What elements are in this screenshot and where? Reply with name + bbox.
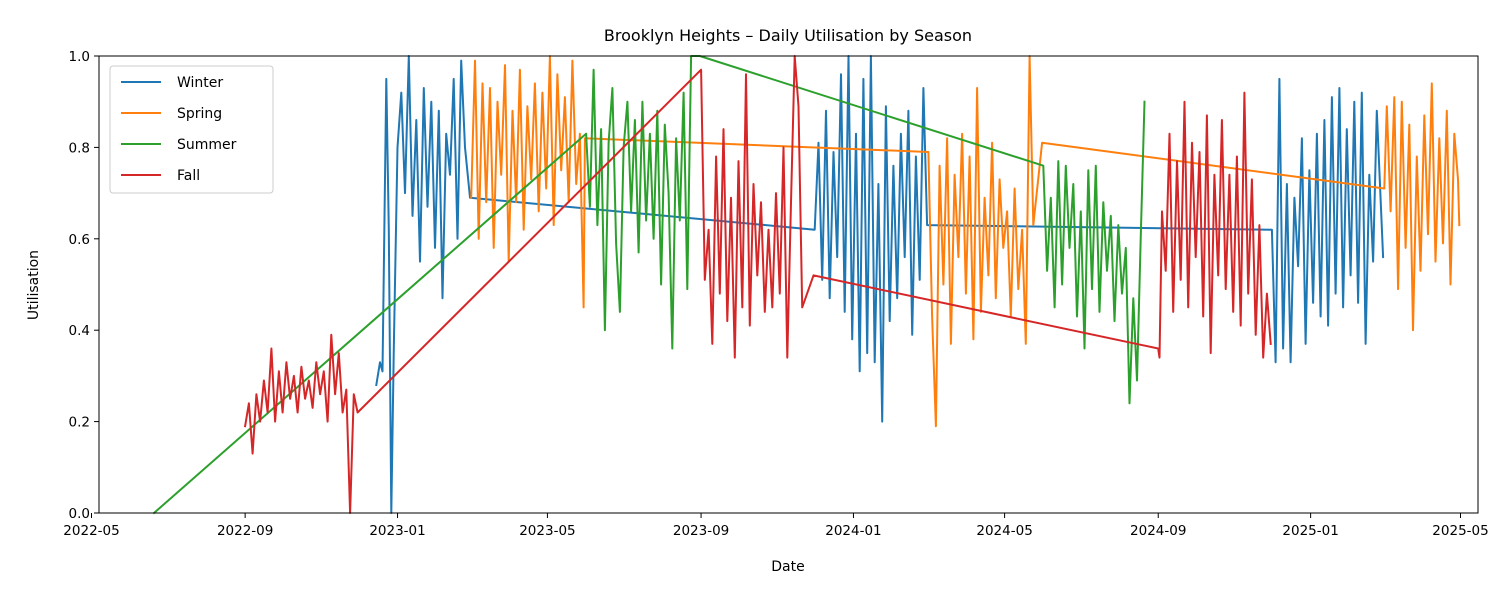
y-axis-label: Utilisation xyxy=(26,250,42,320)
legend-box xyxy=(109,65,274,194)
y-tick-label: 0.0 xyxy=(69,506,90,522)
legend-label-summer: Summer xyxy=(177,137,237,153)
legend-label-fall: Fall xyxy=(177,168,200,184)
x-tick-label: 2025-05 xyxy=(1432,523,1488,539)
y-axis-ticks: 0.0 0.2 0.4 0.6 0.8 1.0 xyxy=(69,49,99,522)
legend-label-winter: Winter xyxy=(177,75,223,91)
y-tick-label: 0.8 xyxy=(69,140,90,156)
x-axis-label: Date xyxy=(771,559,804,575)
x-tick-label: 2024-01 xyxy=(825,523,881,539)
y-tick-label: 0.4 xyxy=(69,323,90,339)
series-line-winter xyxy=(375,55,1385,514)
legend-label-spring: Spring xyxy=(177,106,222,122)
x-tick-label: 2022-09 xyxy=(217,523,273,539)
x-tick-label: 2022-05 xyxy=(63,523,119,539)
plot-frame xyxy=(98,55,1479,514)
x-tick-label: 2023-09 xyxy=(673,523,729,539)
x-tick-label: 2024-05 xyxy=(976,523,1032,539)
x-tick-label: 2023-01 xyxy=(369,523,425,539)
series-layer xyxy=(152,55,1461,515)
x-tick-label: 2024-09 xyxy=(1130,523,1186,539)
series-line-spring xyxy=(470,55,1461,428)
x-tick-label: 2023-05 xyxy=(519,523,575,539)
y-tick-label: 0.2 xyxy=(69,415,90,431)
chart-title: Brooklyn Heights – Daily Utilisation by … xyxy=(604,26,972,45)
x-axis-ticks: 2022-05 2022-09 2023-01 2023-05 2023-09 2024-… xyxy=(63,513,1489,539)
y-tick-label: 0.6 xyxy=(69,232,90,248)
y-tick-label: 1.0 xyxy=(69,49,90,65)
x-tick-label: 2025-01 xyxy=(1282,523,1338,539)
legend: Winter Spring Summer Fall xyxy=(109,65,274,194)
series-line-fall xyxy=(243,55,1272,514)
